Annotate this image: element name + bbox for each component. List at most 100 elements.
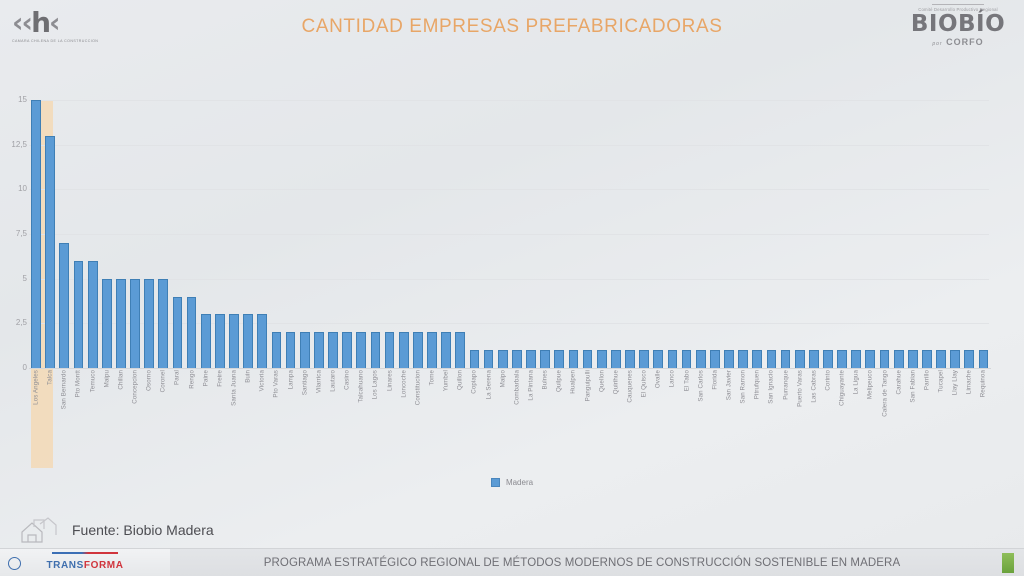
bar-slot[interactable]: [962, 100, 976, 368]
bar-slot[interactable]: [679, 100, 693, 368]
bar[interactable]: [200, 314, 211, 368]
bar[interactable]: [469, 350, 480, 368]
bar[interactable]: [709, 350, 720, 368]
bar[interactable]: [45, 135, 56, 368]
bar-slot[interactable]: [637, 100, 651, 368]
bar-slot[interactable]: [934, 100, 948, 368]
bar[interactable]: [653, 350, 664, 368]
bar-slot[interactable]: [580, 100, 594, 368]
bar[interactable]: [724, 350, 734, 368]
bar[interactable]: [964, 350, 975, 368]
bar-slot[interactable]: [467, 100, 481, 368]
bar-slot[interactable]: [750, 100, 764, 368]
bar[interactable]: [116, 278, 126, 368]
bar-slot[interactable]: [354, 100, 368, 368]
bar-slot[interactable]: [849, 100, 863, 368]
bar[interactable]: [285, 332, 296, 368]
bar-slot[interactable]: [71, 100, 85, 368]
bar-slot[interactable]: [524, 100, 538, 368]
bar-slot[interactable]: [892, 100, 906, 368]
bar-slot[interactable]: [425, 100, 439, 368]
bar-slot[interactable]: [170, 100, 184, 368]
bar[interactable]: [950, 350, 961, 368]
bar[interactable]: [540, 350, 550, 368]
bar[interactable]: [526, 350, 536, 368]
bar[interactable]: [257, 314, 268, 368]
bar[interactable]: [667, 350, 678, 368]
bar-slot[interactable]: [185, 100, 199, 368]
bar-slot[interactable]: [651, 100, 665, 368]
bar-slot[interactable]: [142, 100, 156, 368]
bar[interactable]: [384, 332, 395, 368]
bar-slot[interactable]: [807, 100, 821, 368]
bar-slot[interactable]: [29, 100, 43, 368]
bar[interactable]: [483, 350, 494, 368]
bar-slot[interactable]: [100, 100, 114, 368]
bar[interactable]: [907, 350, 918, 368]
bar-slot[interactable]: [793, 100, 807, 368]
bar-slot[interactable]: [665, 100, 679, 368]
bar-slot[interactable]: [255, 100, 269, 368]
bar-slot[interactable]: [199, 100, 213, 368]
bar[interactable]: [865, 350, 876, 368]
bar-slot[interactable]: [439, 100, 453, 368]
bar[interactable]: [158, 278, 169, 368]
bar[interactable]: [568, 350, 579, 368]
bar[interactable]: [554, 350, 565, 368]
bar-slot[interactable]: [778, 100, 792, 368]
bar[interactable]: [101, 278, 112, 368]
bar-slot[interactable]: [863, 100, 877, 368]
bar-slot[interactable]: [510, 100, 524, 368]
bar[interactable]: [752, 350, 763, 368]
bar[interactable]: [823, 350, 833, 368]
bar-slot[interactable]: [326, 100, 340, 368]
bar-slot[interactable]: [566, 100, 580, 368]
bar[interactable]: [625, 350, 635, 368]
bar[interactable]: [808, 350, 819, 368]
bar-slot[interactable]: [453, 100, 467, 368]
bar[interactable]: [59, 242, 70, 368]
bar[interactable]: [441, 332, 452, 368]
bar-slot[interactable]: [43, 100, 57, 368]
bar-slot[interactable]: [284, 100, 298, 368]
bar-slot[interactable]: [835, 100, 849, 368]
bar-slot[interactable]: [114, 100, 128, 368]
bar-slot[interactable]: [298, 100, 312, 368]
bar[interactable]: [328, 332, 338, 368]
bar[interactable]: [314, 332, 324, 368]
bar-slot[interactable]: [340, 100, 354, 368]
bar[interactable]: [681, 350, 692, 368]
bar-slot[interactable]: [128, 100, 142, 368]
bar-slot[interactable]: [57, 100, 71, 368]
bar[interactable]: [879, 350, 890, 368]
bar-slot[interactable]: [156, 100, 170, 368]
bar-slot[interactable]: [821, 100, 835, 368]
bar[interactable]: [596, 350, 607, 368]
bar[interactable]: [780, 350, 791, 368]
bar[interactable]: [299, 332, 310, 368]
bar[interactable]: [738, 350, 748, 368]
bar[interactable]: [342, 332, 353, 368]
bar[interactable]: [31, 100, 41, 368]
bar[interactable]: [370, 332, 381, 368]
bar-slot[interactable]: [213, 100, 227, 368]
bar[interactable]: [73, 260, 84, 368]
bar-slot[interactable]: [877, 100, 891, 368]
bar-slot[interactable]: [538, 100, 552, 368]
bar-slot[interactable]: [383, 100, 397, 368]
bar[interactable]: [455, 332, 466, 368]
bar-slot[interactable]: [764, 100, 778, 368]
bar[interactable]: [497, 350, 508, 368]
bar-slot[interactable]: [552, 100, 566, 368]
bar[interactable]: [851, 350, 862, 368]
bar-slot[interactable]: [269, 100, 283, 368]
bar[interactable]: [398, 332, 409, 368]
bar[interactable]: [172, 296, 183, 368]
bar[interactable]: [936, 350, 946, 368]
bar-slot[interactable]: [241, 100, 255, 368]
bar[interactable]: [243, 314, 254, 368]
bar[interactable]: [582, 350, 593, 368]
bar-slot[interactable]: [694, 100, 708, 368]
bar-slot[interactable]: [595, 100, 609, 368]
bar[interactable]: [639, 350, 649, 368]
